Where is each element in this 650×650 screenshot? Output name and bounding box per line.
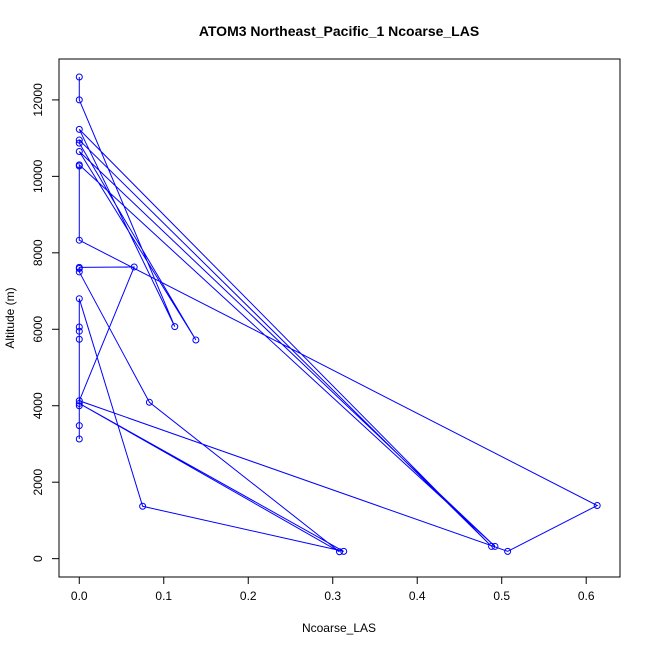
data-point: [75, 125, 83, 133]
y-tick-label: 4000: [31, 392, 45, 419]
data-point: [75, 335, 83, 343]
chart-title: ATOM3 Northeast_Pacific_1 Ncoarse_LAS: [199, 23, 479, 39]
data-point: [488, 542, 496, 550]
data-point: [75, 397, 83, 405]
y-tick-label: 8000: [31, 239, 45, 266]
data-point: [75, 295, 83, 303]
data-point: [75, 323, 83, 331]
data-point: [75, 268, 83, 276]
data-point: [75, 73, 83, 81]
data-point: [171, 323, 179, 331]
data-point: [75, 236, 83, 244]
data-point: [75, 139, 83, 147]
series-line: [78, 76, 599, 553]
data-point: [593, 502, 601, 510]
x-tick-label: 0.5: [493, 589, 510, 603]
x-tick-label: 0.0: [71, 589, 88, 603]
x-axis: 0.0 0.1 0.2 0.3 0.4 0.5 0.6: [71, 576, 595, 603]
data-point: [336, 548, 343, 556]
x-tick-label: 0.3: [324, 589, 341, 603]
data-point: [340, 547, 348, 555]
data-point: [75, 422, 83, 430]
y-tick-label: 10000: [31, 159, 45, 193]
y-tick-label: 0: [31, 555, 45, 562]
y-axis: 0 2000 4000 6000 8000 10000 12000: [31, 83, 60, 562]
data-point: [75, 136, 83, 144]
data-point: [75, 162, 83, 170]
data-point: [75, 148, 83, 156]
x-axis-label: Ncoarse_LAS: [302, 621, 376, 635]
y-tick-label: 12000: [31, 83, 45, 117]
data-point: [75, 96, 83, 104]
x-tick-label: 0.6: [578, 589, 595, 603]
data-point: [192, 336, 200, 344]
data-point: [75, 402, 83, 410]
x-tick-label: 0.2: [240, 589, 257, 603]
x-tick-label: 0.4: [409, 589, 426, 603]
data-point: [491, 542, 499, 550]
data-point: [504, 547, 512, 555]
data-point: [139, 502, 147, 510]
data-point: [130, 263, 138, 271]
data-point: [75, 264, 83, 272]
y-tick-label: 2000: [31, 469, 45, 496]
y-axis-label: Altitude (m): [3, 287, 17, 348]
data-point: [75, 435, 83, 443]
x-tick-label: 0.1: [155, 589, 172, 603]
data-point: [145, 398, 153, 406]
series-layer: [75, 73, 601, 556]
data-point: [75, 327, 83, 335]
data-point: [75, 399, 83, 407]
y-tick-label: 6000: [31, 316, 45, 343]
plot-frame: [58, 58, 621, 578]
